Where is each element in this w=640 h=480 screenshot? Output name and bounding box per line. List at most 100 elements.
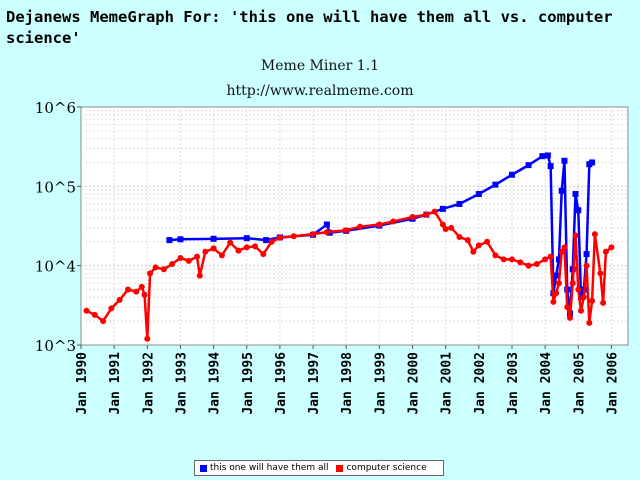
- data-point-series2: [517, 259, 524, 266]
- x-tick-label: Jan 1994: [208, 352, 223, 415]
- data-point-series1: [555, 256, 562, 263]
- data-point-series1: [508, 171, 515, 178]
- x-tick-label: Jan 1996: [274, 352, 289, 415]
- data-point-series2: [227, 239, 234, 246]
- data-point-series1: [553, 272, 560, 279]
- data-point-series2: [91, 311, 98, 318]
- data-point-series2: [376, 221, 383, 228]
- x-tick-label: Jan 2000: [407, 352, 422, 415]
- data-point-series1: [572, 191, 579, 198]
- data-point-series2: [566, 314, 573, 321]
- data-point-series2: [431, 208, 438, 215]
- x-tick-label: Jan 1991: [108, 352, 123, 415]
- data-point-series2: [390, 218, 397, 225]
- data-point-series2: [144, 335, 151, 342]
- data-point-series2: [525, 262, 532, 269]
- data-point-series2: [578, 307, 585, 314]
- chart-subtitle-url: http://www.realmeme.com: [226, 83, 414, 99]
- data-point-series2: [547, 253, 554, 260]
- data-point-series2: [550, 298, 557, 305]
- chart-subtitle-app: Meme Miner 1.1: [260, 58, 380, 74]
- data-point-series2: [553, 290, 560, 297]
- x-tick-label: Jan 1999: [373, 352, 388, 415]
- data-point-series2: [484, 238, 491, 245]
- data-point-series2: [586, 319, 593, 326]
- data-point-series2: [83, 307, 90, 314]
- data-point-series2: [572, 232, 579, 239]
- data-point-series2: [442, 225, 449, 232]
- x-tick-label: Jan 1990: [75, 352, 90, 415]
- data-point-series1: [589, 159, 596, 166]
- data-point-series2: [169, 260, 176, 267]
- data-point-series2: [569, 280, 576, 287]
- data-point-series2: [575, 286, 582, 293]
- data-point-series2: [116, 296, 123, 303]
- y-tick-label: 10^3: [35, 337, 76, 355]
- y-tick-label: 10^4: [35, 258, 76, 276]
- data-point-series2: [260, 251, 267, 258]
- data-point-series1: [583, 251, 590, 258]
- data-point-series2: [268, 238, 275, 245]
- data-point-series2: [580, 294, 587, 301]
- data-point-series2: [357, 223, 364, 230]
- data-point-series2: [561, 244, 568, 251]
- x-tick-label: Jan 1993: [174, 352, 189, 415]
- data-point-series1: [558, 187, 565, 194]
- data-point-series1: [525, 162, 532, 169]
- y-tick-label: 10^6: [35, 99, 76, 117]
- data-point-series2: [310, 231, 317, 238]
- x-tick-label: Jan 1997: [307, 352, 322, 415]
- data-point-series2: [252, 243, 259, 250]
- data-point-series2: [597, 270, 604, 277]
- data-point-series2: [202, 248, 209, 255]
- x-tick-label: Jan 2002: [473, 352, 488, 415]
- data-point-series2: [608, 244, 615, 251]
- data-point-series2: [423, 211, 430, 218]
- data-point-series1: [539, 153, 546, 160]
- data-point-series2: [591, 231, 598, 238]
- data-point-series2: [177, 254, 184, 261]
- data-point-series2: [185, 257, 192, 264]
- data-point-series2: [147, 270, 154, 277]
- legend-swatch-series1: [200, 464, 207, 472]
- data-point-series2: [194, 253, 201, 260]
- data-point-series2: [141, 291, 148, 298]
- data-point-series2: [243, 244, 250, 251]
- data-point-series1: [243, 235, 250, 242]
- data-point-series1: [492, 181, 499, 188]
- x-tick-label: Jan 2006: [605, 352, 620, 415]
- data-point-series1: [475, 191, 482, 198]
- data-point-series1: [439, 205, 446, 212]
- data-point-series1: [166, 237, 173, 244]
- data-point-series2: [124, 286, 131, 293]
- data-point-series1: [561, 157, 568, 164]
- data-point-series2: [470, 248, 477, 255]
- data-point-series2: [323, 229, 330, 236]
- data-point-series2: [464, 237, 471, 244]
- data-point-series2: [100, 318, 107, 325]
- x-tick-label: Jan 2003: [506, 352, 521, 415]
- x-tick-label: Jan 1992: [141, 352, 156, 415]
- data-point-series2: [409, 214, 416, 221]
- data-point-series2: [555, 280, 562, 287]
- plot-background: [80, 106, 629, 346]
- y-tick-label: 10^5: [35, 178, 76, 196]
- data-point-series2: [542, 256, 549, 263]
- data-point-series1: [544, 152, 551, 159]
- data-point-series2: [500, 256, 507, 263]
- data-point-series2: [152, 264, 159, 271]
- data-point-series2: [290, 233, 297, 240]
- x-tick-label: Jan 1998: [340, 352, 355, 415]
- legend-swatch-series2: [336, 464, 344, 472]
- data-point-series2: [218, 252, 225, 259]
- data-point-series1: [210, 235, 217, 242]
- data-point-series1: [456, 200, 463, 207]
- data-point-series2: [600, 299, 607, 306]
- data-point-series2: [439, 221, 446, 228]
- data-point-series2: [589, 297, 596, 304]
- data-point-series2: [343, 227, 350, 234]
- data-point-series2: [160, 266, 167, 273]
- data-point-series1: [177, 236, 184, 243]
- data-point-series2: [210, 245, 217, 252]
- data-point-series2: [475, 242, 482, 249]
